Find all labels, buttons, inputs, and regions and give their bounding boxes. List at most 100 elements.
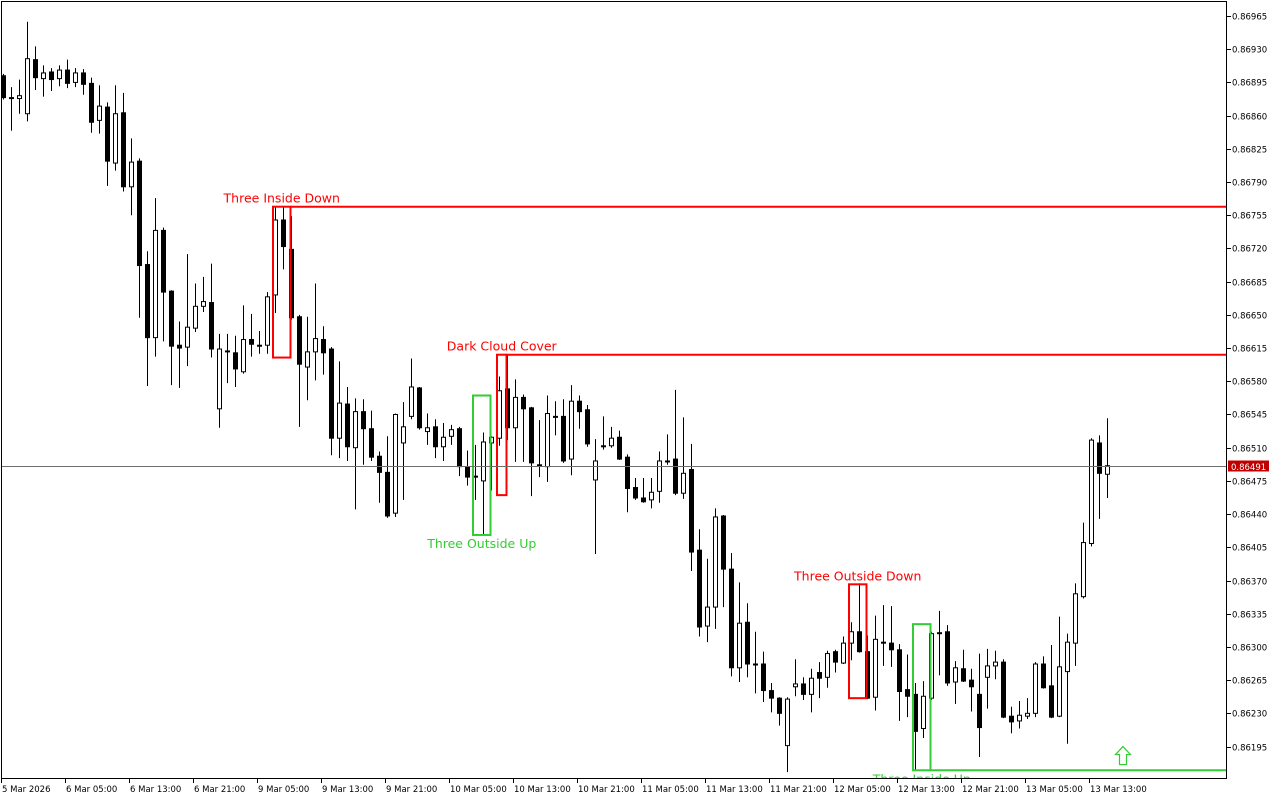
pattern-label: Dark Cloud Cover <box>447 339 558 354</box>
candle <box>321 326 326 375</box>
y-axis-tick-label: 0.86475 <box>1232 478 1267 488</box>
candle <box>41 65 46 97</box>
candle <box>737 582 742 683</box>
candle-body-bullish <box>393 413 398 514</box>
buy-signal-up-arrow-icon <box>1114 745 1132 766</box>
candle-body-bullish <box>993 661 998 667</box>
candle-body-bullish <box>737 622 742 669</box>
candle <box>313 283 318 381</box>
x-axis-tick-label: 9 Mar 13:00 <box>322 785 373 795</box>
candle <box>609 426 614 448</box>
y-axis-tick-label: 0.86685 <box>1232 279 1267 289</box>
current-price-tag: 0.86491 <box>1228 460 1269 473</box>
candle-body-bullish <box>353 411 358 449</box>
candle-body-bearish <box>81 72 86 85</box>
candle-body-bullish <box>953 667 958 683</box>
candle <box>57 65 62 87</box>
candle-body-bullish <box>265 296 270 346</box>
candle <box>953 661 958 704</box>
candle <box>25 21 30 122</box>
x-axis-tick-label: 9 Mar 05:00 <box>258 785 309 795</box>
candle-body-bullish <box>937 632 942 635</box>
candle-body-bearish <box>65 69 70 84</box>
candle <box>449 424 454 445</box>
candle <box>17 79 22 114</box>
candle-body-bearish <box>689 469 694 553</box>
candle-body-bearish <box>121 112 126 188</box>
candle-body-bearish <box>1097 442 1102 474</box>
pattern-label: Three Outside Down <box>793 568 921 583</box>
candle-body-bullish <box>409 386 414 417</box>
candle <box>673 389 678 496</box>
candle-body-bearish <box>889 642 894 651</box>
candle <box>65 59 70 89</box>
candle <box>809 668 814 713</box>
overlays <box>2 466 1227 766</box>
x-axis-tick-label: 6 Mar 05:00 <box>66 785 117 795</box>
x-axis-tick-label: 10 Mar 05:00 <box>450 785 507 795</box>
candle <box>1017 701 1022 729</box>
candle <box>993 650 998 680</box>
candle-body-bullish <box>305 351 310 368</box>
candle-body-bullish <box>841 642 846 664</box>
candle-body-bearish <box>801 683 806 695</box>
candle <box>393 413 398 517</box>
x-axis-tick-label: 6 Mar 13:00 <box>130 785 181 795</box>
candle <box>433 419 438 459</box>
x-axis: 5 Mar 2026 6 Mar 05:00 6 Mar 13:00 6 Mar 21… <box>1 778 1147 795</box>
candle <box>713 508 718 629</box>
candle-body-bullish <box>217 348 222 410</box>
y-axis-tick-label: 0.86265 <box>1232 677 1267 687</box>
candle <box>785 697 790 773</box>
candle-body-bearish <box>673 458 678 494</box>
candle-body-bullish <box>985 665 990 678</box>
candle <box>33 46 38 91</box>
candle-body-bearish <box>817 672 822 679</box>
candle <box>561 399 566 463</box>
x-axis-tick-label: 12 Mar 13:00 <box>898 785 955 795</box>
candle-body-bearish <box>745 621 750 665</box>
pattern-box <box>848 583 868 700</box>
candle-body-bullish <box>881 641 886 644</box>
candle-body-bullish <box>73 72 78 83</box>
candle-body-bearish <box>521 396 526 410</box>
candle-body-bullish <box>273 219 278 296</box>
pattern-three-outside-up: Three Outside Up <box>426 394 536 551</box>
candle-body-bullish <box>481 441 486 482</box>
x-axis-tick-label: 10 Mar 13:00 <box>514 785 571 795</box>
candle-body-bearish <box>321 339 326 354</box>
candle-body-bearish <box>209 302 214 350</box>
candle <box>521 394 526 462</box>
y-axis-tick-label: 0.86790 <box>1232 179 1267 189</box>
candle <box>185 254 190 367</box>
candle <box>977 653 982 757</box>
candle <box>361 399 366 465</box>
candle-body-bearish <box>625 456 630 489</box>
candle <box>1033 662 1038 718</box>
candle-body-bearish <box>905 689 910 697</box>
candle <box>817 662 822 699</box>
y-axis-tick-label: 0.86230 <box>1232 710 1267 720</box>
candle-body-bearish <box>633 487 638 499</box>
y-axis: 0.86965 0.86930 0.86895 0.86860 0.86825 0.867… <box>1227 13 1269 754</box>
pattern-label: Three Inside Down <box>223 191 340 206</box>
candle <box>601 416 606 450</box>
candle <box>305 316 310 401</box>
candle <box>1073 583 1078 666</box>
candle <box>417 386 422 430</box>
candle <box>297 314 302 427</box>
candle-body-bullish <box>681 472 686 494</box>
candle <box>129 138 134 216</box>
candle <box>961 649 966 683</box>
pattern-box <box>272 205 292 359</box>
candle-body-bullish <box>497 390 502 439</box>
candle <box>241 305 246 374</box>
candle-body-bullish <box>441 436 446 448</box>
y-axis-tick-label: 0.86720 <box>1232 245 1267 255</box>
candle-body-bearish <box>361 411 366 430</box>
x-axis-tick-label: 12 Mar 21:00 <box>962 785 1019 795</box>
candle <box>801 677 806 701</box>
candle <box>281 206 286 270</box>
candle <box>9 87 14 131</box>
